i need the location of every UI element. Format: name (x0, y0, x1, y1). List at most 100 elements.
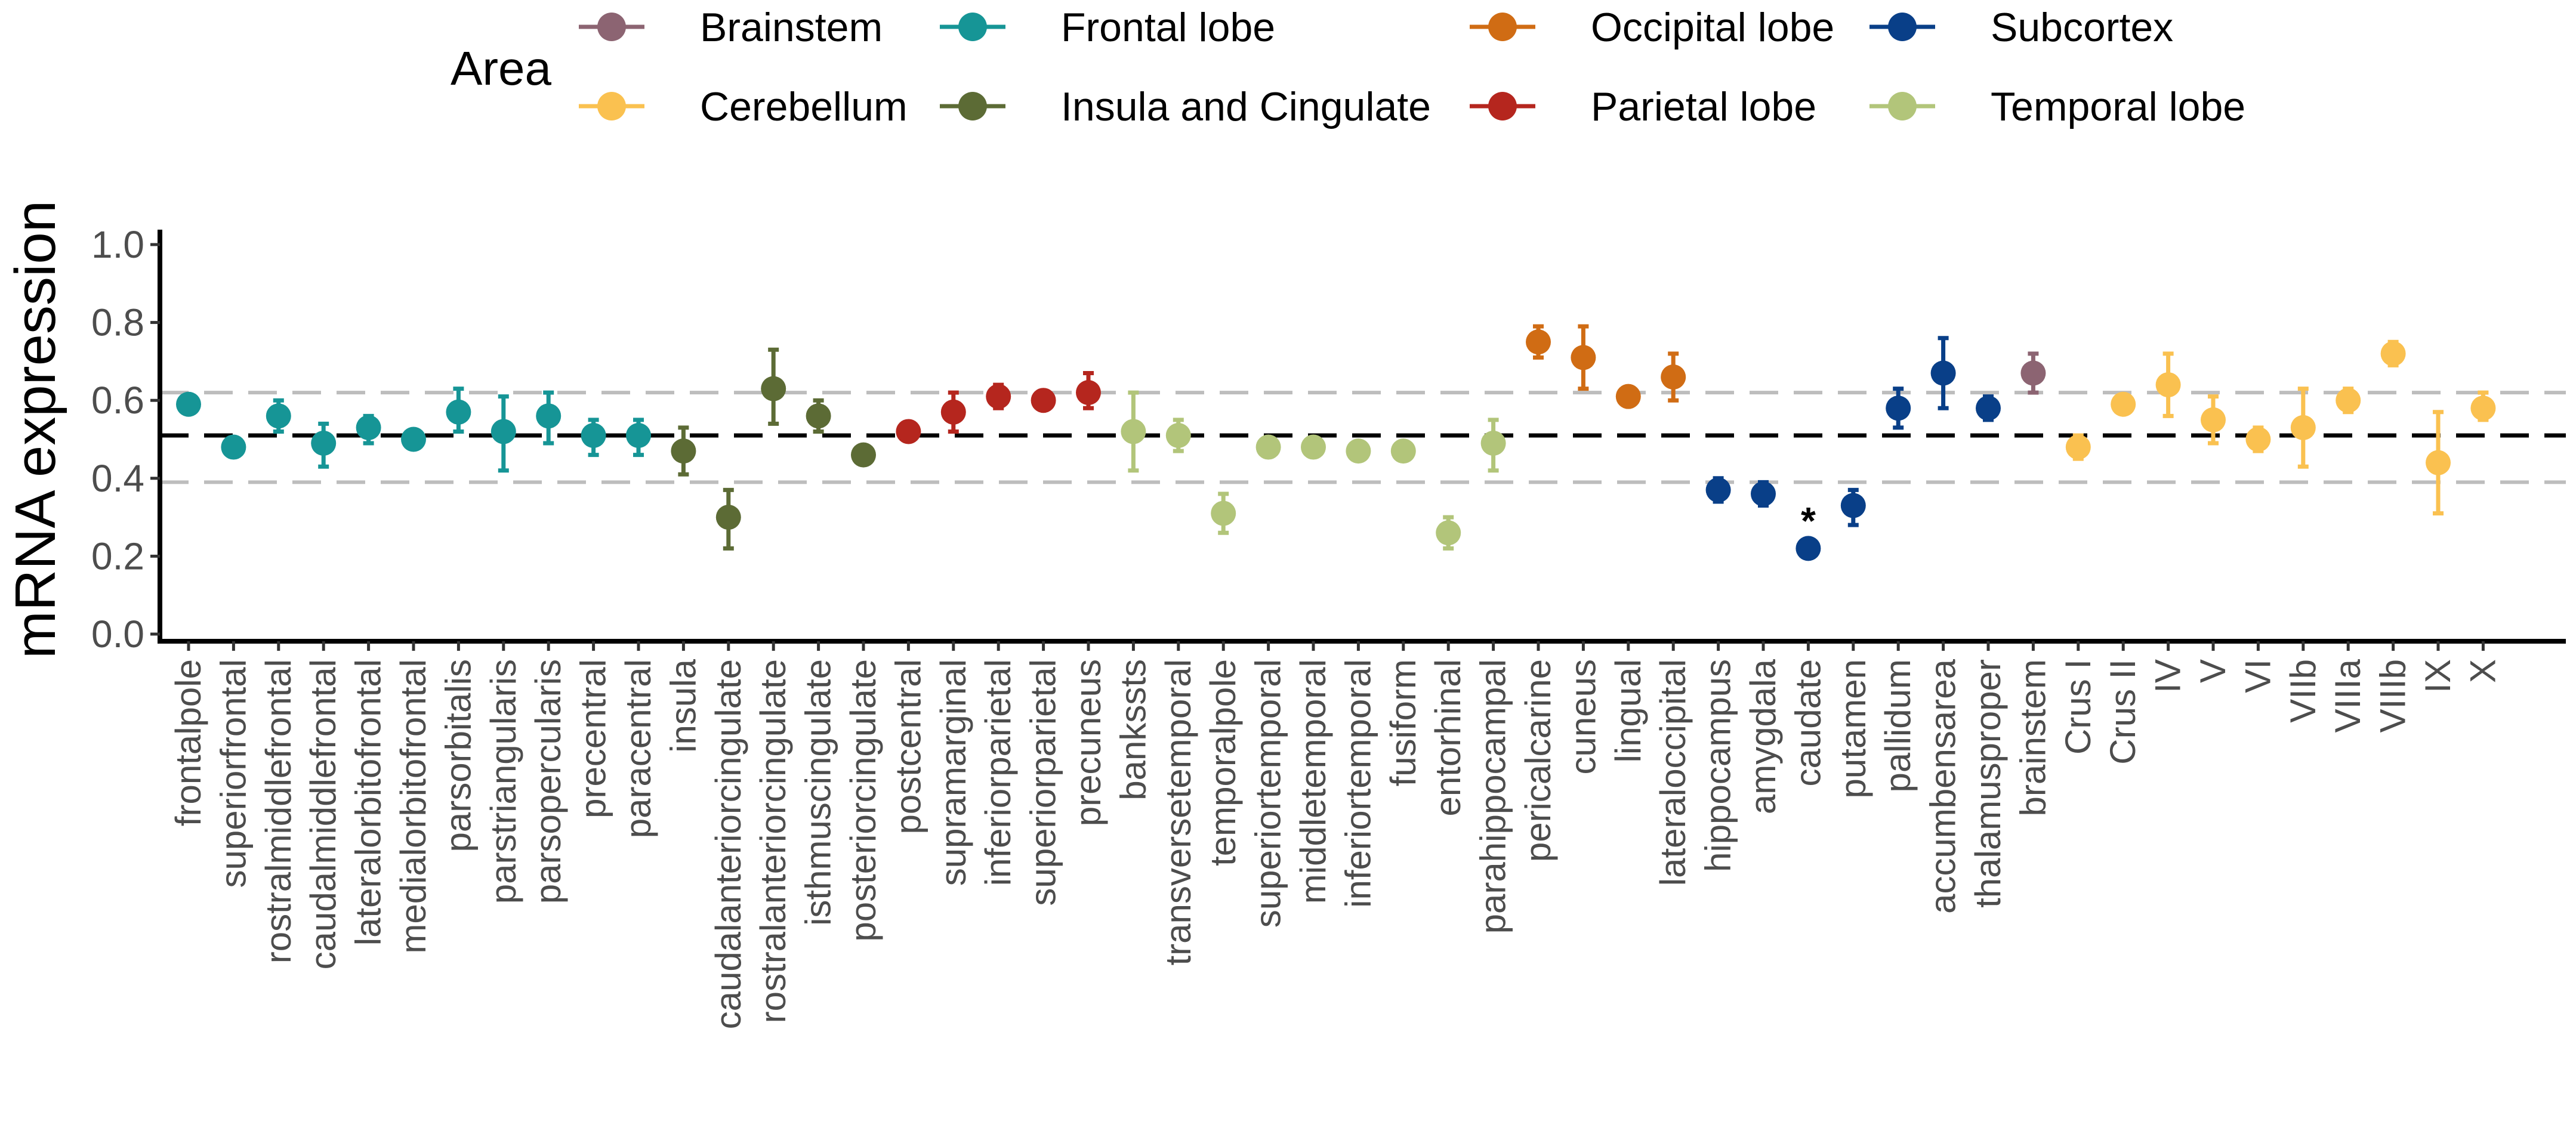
point-viiia (2336, 387, 2361, 415)
point-viib (2290, 387, 2316, 469)
point-pallidum (1886, 387, 1911, 430)
data-point (2201, 407, 2226, 432)
data-point (221, 434, 246, 460)
data-point (1076, 380, 1101, 406)
x-tick-label: VIIIa (2328, 659, 2368, 733)
point-fusiform (1390, 438, 1416, 464)
x-tick-label: bankssts (1113, 659, 1153, 801)
data-point (1211, 500, 1236, 526)
x-tick-label: parstriangularis (483, 659, 523, 904)
x-tick-label: X (2463, 659, 2503, 683)
point-inferiorparietal (986, 382, 1011, 410)
point-paracentral (626, 418, 651, 458)
point-middletemporal (1301, 434, 1326, 460)
data-point (1661, 364, 1686, 390)
x-tick-label: accumbensarea (1923, 659, 1963, 914)
data-point (1121, 419, 1146, 444)
data-point (176, 391, 201, 417)
point-caudalanteriorcingulate (715, 487, 741, 551)
data-point (940, 399, 966, 425)
point-caudalmiddlefrontal (311, 421, 337, 469)
y-tick-label: 0.4 (91, 457, 144, 500)
x-tick-label: superiorfrontal (213, 659, 253, 888)
x-tick-label: parahippocampal (1473, 659, 1513, 934)
point-hippocampus (1705, 476, 1731, 504)
point-parsopercularis (536, 390, 562, 446)
x-tick-label: paracentral (618, 659, 658, 838)
point-precentral (581, 418, 606, 458)
data-point (1165, 422, 1191, 448)
data-point (446, 399, 471, 425)
data-point (1031, 388, 1056, 413)
x-tick-label: posteriorcingulate (843, 659, 883, 942)
x-tick-label: parsopercularis (528, 659, 568, 904)
x-axis-ticks: frontalpole superiorfrontal rostralmiddlef… (168, 641, 2503, 1029)
legend-label: Cerebellum (700, 84, 908, 129)
data-point (806, 403, 831, 429)
x-tick-label: inferiortemporal (1338, 659, 1378, 908)
x-tick-label: VI (2238, 659, 2278, 693)
y-tick-label: 0.0 (91, 613, 144, 656)
point-parstriangularis (490, 394, 516, 473)
point-lateralorbitofrontal (356, 413, 381, 446)
point-bankssts (1121, 390, 1146, 473)
data-point (1976, 395, 2001, 421)
data-point (1255, 434, 1281, 460)
x-tick-label: parsorbitalis (438, 659, 478, 852)
x-tick-label: IX (2418, 659, 2458, 693)
x-tick-label: precuneus (1068, 659, 1108, 826)
legend-key-dot (1888, 92, 1917, 120)
x-tick-label: temporalpole (1203, 659, 1243, 866)
data-point (581, 422, 606, 448)
y-axis-ticks: 0.0 0.2 0.4 0.6 0.8 1.0 (91, 223, 160, 656)
point-lateraloccipital (1661, 351, 1686, 403)
legend-label: Occipital lobe (1591, 5, 1834, 50)
data-point (490, 419, 516, 444)
point-v (2201, 394, 2226, 446)
data-point (1571, 345, 1596, 370)
point-superiortemporal (1255, 434, 1281, 460)
data-point (2336, 388, 2361, 413)
x-tick-label: transversetemporal (1158, 659, 1198, 966)
data-point (1436, 520, 1461, 546)
point-x (2470, 390, 2496, 422)
data-point (2380, 341, 2406, 366)
x-tick-label: frontalpole (168, 659, 208, 826)
x-tick-label: VIIb (2283, 659, 2323, 723)
x-tick-label: fusiform (1383, 659, 1423, 786)
data-point (401, 427, 426, 452)
point-putamen (1840, 487, 1866, 527)
point-crus-ii (2111, 391, 2136, 417)
point-frontalpole (176, 391, 201, 417)
point-transversetemporal (1165, 418, 1191, 453)
data-point (2470, 395, 2496, 421)
y-tick-label: 1.0 (91, 223, 144, 266)
point-temporalpole (1211, 492, 1236, 535)
point-supramarginal (940, 390, 966, 434)
data-point (536, 403, 562, 429)
legend-item-temporal-lobe: Temporal lobe (1869, 84, 2245, 129)
data-point (2245, 427, 2271, 452)
point-vi (2245, 425, 2271, 453)
point-thalamusproper (1976, 394, 2001, 422)
data-point (311, 431, 337, 456)
x-tick-label: V (2193, 659, 2233, 683)
x-tick-label: lateralorbitofrontal (348, 659, 388, 945)
y-tick-label: 0.6 (91, 379, 144, 422)
y-axis-label: mRNA expression (4, 200, 67, 659)
point-superiorparietal (1031, 388, 1056, 413)
x-tick-label: middletemporal (1293, 659, 1333, 904)
legend-item-subcortex: Subcortex (1869, 5, 2173, 50)
point-caudate: * (1796, 499, 1821, 561)
legend-label: Temporal lobe (1991, 84, 2245, 129)
data-point (1390, 438, 1416, 464)
axes (158, 230, 2566, 644)
x-tick-label: pericalcarine (1518, 659, 1558, 862)
data-point (1615, 384, 1641, 409)
x-tick-label: IV (2148, 659, 2188, 693)
point-isthmuscingulate (806, 398, 831, 434)
x-tick-label: supramarginal (933, 659, 973, 886)
x-tick-label: medialorbitofrontal (393, 659, 433, 954)
legend-key-dot (1488, 13, 1517, 41)
